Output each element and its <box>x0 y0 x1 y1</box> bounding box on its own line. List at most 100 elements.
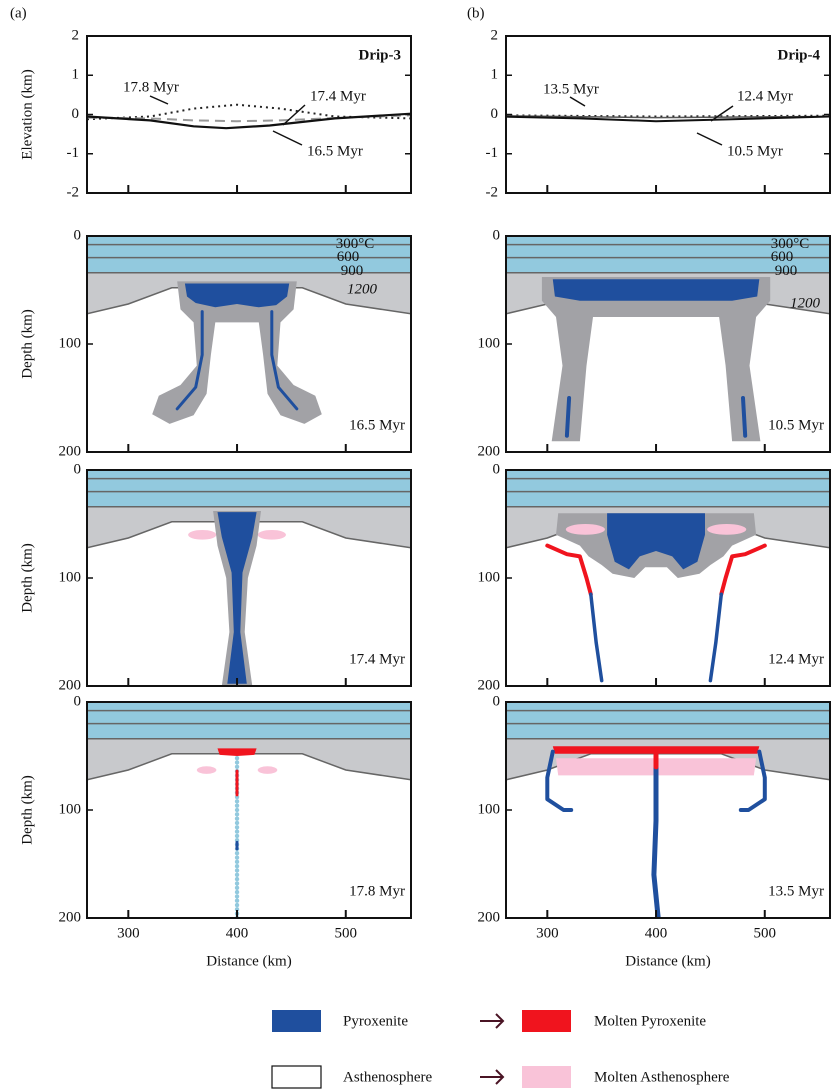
elevation-plot <box>87 103 411 130</box>
panel-label: (b) <box>467 5 485 21</box>
material <box>651 758 661 918</box>
material <box>234 889 240 895</box>
molten-region <box>257 529 286 540</box>
y-tick-label: 0 <box>74 693 82 709</box>
curve-annotation: 10.5 Myr <box>727 143 783 159</box>
material <box>234 833 240 839</box>
depth-plot <box>87 702 411 918</box>
molten-region <box>707 524 747 535</box>
material <box>234 755 240 761</box>
material <box>270 310 299 411</box>
isotherm-label: 1200 <box>790 295 821 311</box>
isotherm-label: 300°C <box>336 236 375 252</box>
y-axis-label: Elevation (km) <box>19 69 35 159</box>
lithosphere-lower <box>87 502 411 548</box>
y-axis-label: Depth (km) <box>19 309 35 379</box>
material <box>234 876 240 882</box>
y-tick-label: 200 <box>478 909 501 925</box>
curve-annotation: 13.5 Myr <box>543 81 599 97</box>
material <box>234 898 240 903</box>
y-tick-label: 2 <box>491 27 499 43</box>
annotation-leader <box>282 104 306 126</box>
legend-swatch <box>272 1010 321 1032</box>
isotherm-label: 600 <box>771 249 794 265</box>
snapshot-time: 10.5 Myr <box>768 417 824 433</box>
molten-region <box>188 529 217 540</box>
elevation-curve <box>506 115 830 123</box>
y-tick-label: -1 <box>67 145 80 161</box>
material <box>234 894 240 899</box>
annotation-leader <box>710 105 734 122</box>
y-tick-label: 0 <box>493 461 501 477</box>
x-axis-label: Distance (km) <box>206 953 291 969</box>
snapshot-time: 16.5 Myr <box>349 417 405 433</box>
panel-label: (a) <box>10 5 27 21</box>
isotherm-label: 300°C <box>771 236 810 252</box>
curve-annotation: 16.5 Myr <box>307 143 363 159</box>
y-tick-label: -1 <box>486 145 499 161</box>
annotation-leader <box>569 96 586 107</box>
material <box>234 881 240 886</box>
y-tick-label: 100 <box>59 335 82 351</box>
snapshot-time: 12.4 Myr <box>768 651 824 667</box>
y-tick-label: 100 <box>478 335 501 351</box>
lithosphere-upper <box>506 236 830 273</box>
snapshot-time: 13.5 Myr <box>768 883 824 899</box>
depth-plot <box>506 702 830 918</box>
y-axis-label: Depth (km) <box>19 775 35 845</box>
elevation-curve <box>87 103 411 121</box>
material <box>234 855 240 860</box>
material <box>545 543 593 597</box>
curve-annotation: 17.4 Myr <box>310 88 366 104</box>
material <box>175 310 204 411</box>
snapshot-time: 17.8 Myr <box>349 883 405 899</box>
annotation-leader <box>272 130 303 146</box>
molten-region <box>257 766 278 774</box>
lithosphere-upper <box>506 702 830 739</box>
material <box>607 513 705 570</box>
material <box>234 760 240 765</box>
x-axis-label: Distance (km) <box>625 953 710 969</box>
depth-plot <box>506 470 830 686</box>
material <box>234 803 240 808</box>
lithosphere-upper <box>506 470 830 507</box>
lithosphere-lower <box>506 734 830 780</box>
isotherm-label: 900 <box>341 263 364 279</box>
material <box>234 825 240 830</box>
legend-swatch <box>522 1010 571 1032</box>
material <box>234 859 240 865</box>
legend-swatch <box>271 1065 322 1089</box>
arrow <box>480 1013 505 1029</box>
material <box>234 816 240 821</box>
elevation-plot <box>506 114 830 123</box>
legend-arrows <box>480 1013 505 1085</box>
x-tick-label: 400 <box>226 925 249 941</box>
y-tick-label: 0 <box>74 227 82 243</box>
molten-region <box>196 766 217 774</box>
y-tick-label: 2 <box>72 27 80 43</box>
isotherm-label: 1200 <box>347 281 378 297</box>
annotation-leader <box>149 95 169 105</box>
y-tick-label: 0 <box>491 106 499 122</box>
y-tick-label: 100 <box>59 801 82 817</box>
legend-label: Asthenosphere <box>343 1069 432 1085</box>
y-tick-label: 0 <box>74 461 82 477</box>
material <box>234 812 240 817</box>
material <box>234 764 240 769</box>
panel-title: Drip-4 <box>778 47 821 63</box>
y-tick-label: 1 <box>491 67 499 83</box>
material <box>234 885 240 890</box>
lithosphere-upper <box>87 470 411 507</box>
isotherm-label: 600 <box>337 249 360 265</box>
material <box>234 799 240 804</box>
material <box>708 592 724 683</box>
x-tick-label: 300 <box>536 925 559 941</box>
isotherm-label: 900 <box>775 263 798 279</box>
material <box>234 872 240 877</box>
y-tick-label: 100 <box>59 569 82 585</box>
x-tick-label: 500 <box>754 925 777 941</box>
y-tick-label: 200 <box>59 909 82 925</box>
depth-plot <box>87 236 411 452</box>
material <box>184 283 290 308</box>
